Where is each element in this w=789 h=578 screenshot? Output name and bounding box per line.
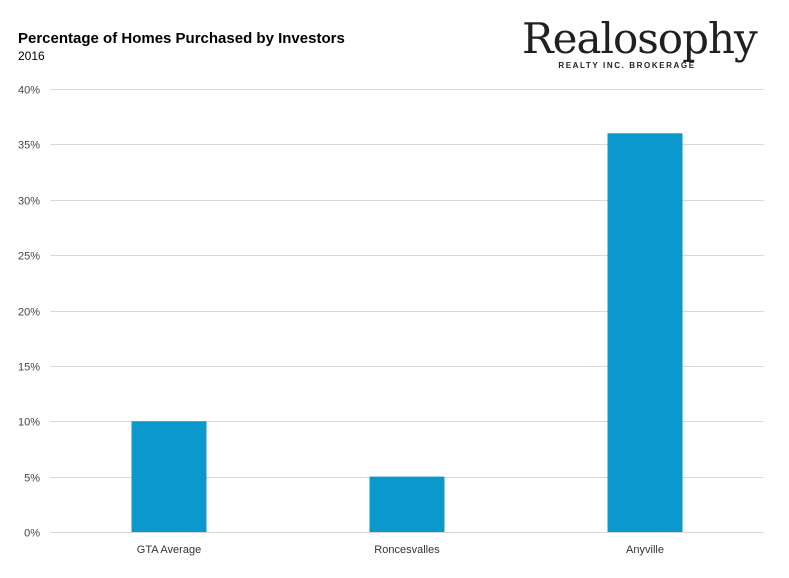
- y-tick-label: 20%: [18, 307, 40, 319]
- y-tick-label: 15%: [18, 362, 40, 374]
- bars: [131, 133, 683, 533]
- logo-tagline: REALTY INC. BROKERAGE: [558, 61, 696, 70]
- y-axis-ticks: 0% 5% 10% 15% 20% 25% 30% 35% 40%: [18, 85, 40, 540]
- y-tick-label: 0%: [24, 528, 40, 540]
- y-tick-label: 10%: [18, 417, 40, 429]
- x-category-label: Roncesvalles: [374, 544, 440, 556]
- logo-name: Realosophy: [522, 14, 758, 63]
- y-tick-label: 5%: [24, 473, 40, 485]
- chart-subtitle: 2016: [18, 49, 45, 63]
- x-axis-labels: GTA Average Roncesvalles Anyville: [137, 544, 664, 556]
- bar-roncesvalles: [369, 476, 445, 532]
- y-tick-label: 25%: [18, 251, 40, 263]
- y-tick-label: 30%: [18, 196, 40, 208]
- y-tick-label: 35%: [18, 140, 40, 152]
- x-category-label: Anyville: [626, 544, 664, 556]
- bar-anyville: [607, 133, 683, 533]
- brand-logo: Realosophy REALTY INC. BROKERAGE: [522, 14, 758, 71]
- chart-title: Percentage of Homes Purchased by Investo…: [18, 30, 345, 47]
- bar-gta-average: [131, 421, 207, 532]
- x-category-label: GTA Average: [137, 544, 201, 556]
- y-tick-label: 40%: [18, 85, 40, 97]
